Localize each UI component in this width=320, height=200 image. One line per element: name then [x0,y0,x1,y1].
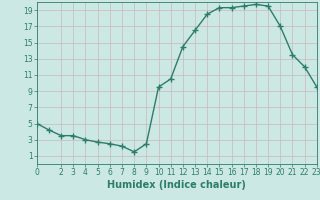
X-axis label: Humidex (Indice chaleur): Humidex (Indice chaleur) [108,180,246,190]
